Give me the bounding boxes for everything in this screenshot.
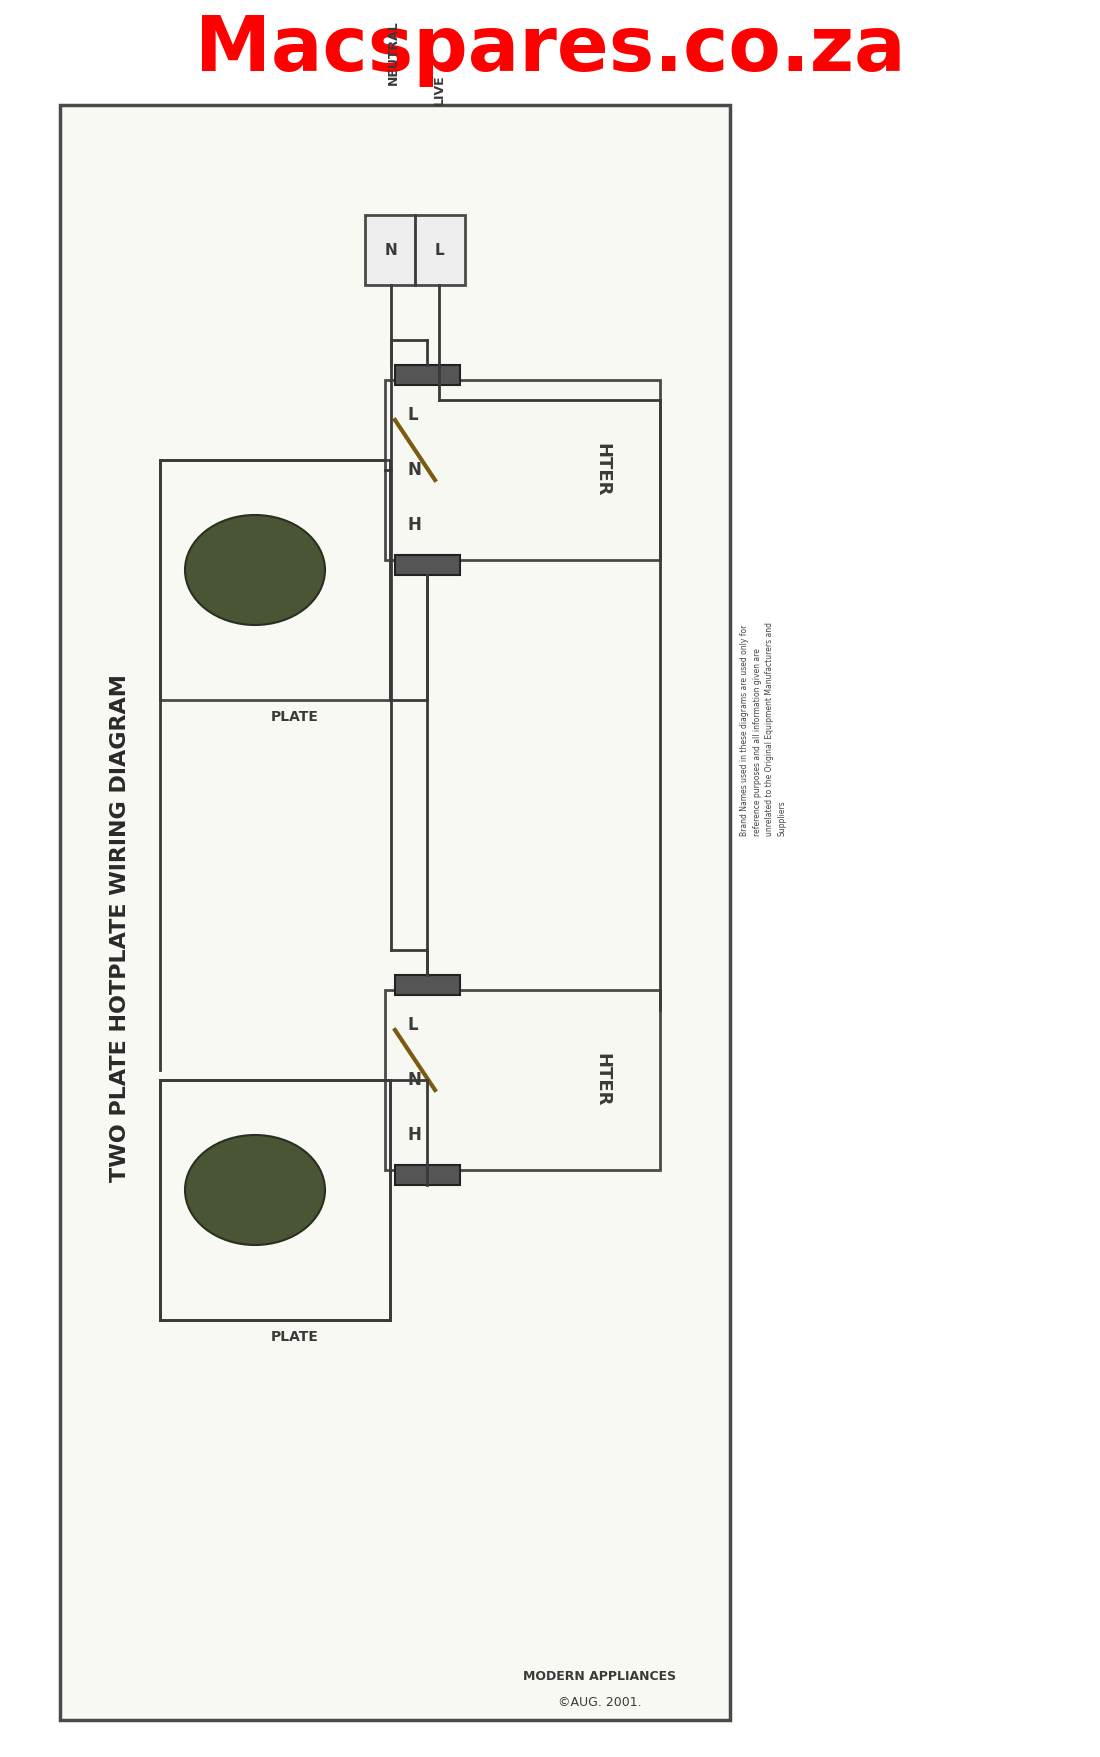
Bar	[395, 975, 460, 994]
Text: L: L	[434, 242, 443, 258]
Bar	[395, 1165, 460, 1184]
Text: PLATE: PLATE	[271, 1330, 319, 1344]
Text: TWO PLATE HOTPLATE WIRING DIAGRAM: TWO PLATE HOTPLATE WIRING DIAGRAM	[110, 675, 130, 1182]
Bar	[60, 105, 730, 1720]
Text: MODERN APPLIANCES: MODERN APPLIANCES	[524, 1671, 676, 1683]
Text: Brand Names used in these diagrams are used only for
reference purposes and all : Brand Names used in these diagrams are u…	[740, 622, 786, 836]
Text: ©AUG. 2001.: ©AUG. 2001.	[558, 1696, 641, 1708]
Text: H: H	[407, 1126, 421, 1144]
Text: L: L	[407, 406, 418, 423]
Text: HTER: HTER	[594, 443, 612, 497]
Text: H: H	[407, 517, 421, 534]
Ellipse shape	[185, 1135, 324, 1246]
Bar	[160, 460, 390, 699]
Bar	[395, 365, 460, 385]
Text: Macspares.co.za: Macspares.co.za	[195, 12, 905, 88]
Text: PLATE: PLATE	[271, 710, 319, 724]
Text: HTER: HTER	[594, 1052, 612, 1107]
Bar	[385, 380, 660, 560]
Text: LIVE: LIVE	[432, 74, 446, 105]
Bar	[385, 989, 660, 1170]
Ellipse shape	[185, 515, 324, 625]
Bar	[395, 555, 460, 575]
Bar	[365, 214, 465, 285]
Bar	[160, 1081, 390, 1320]
Text: L: L	[407, 1016, 418, 1035]
Text: N: N	[407, 460, 421, 480]
Text: NEUTRAL: NEUTRAL	[386, 21, 399, 84]
Text: N: N	[385, 242, 397, 258]
Text: N: N	[407, 1072, 421, 1089]
